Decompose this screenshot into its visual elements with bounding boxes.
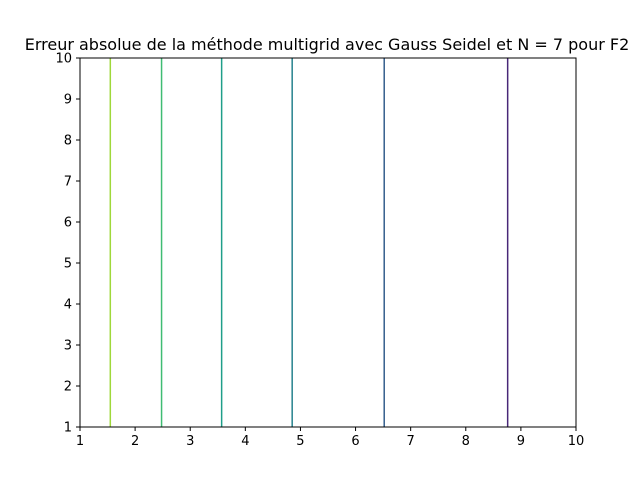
y-tick-label: 9 — [64, 93, 72, 108]
y-axis: 1 2 3 4 5 6 7 8 9 10 — [55, 52, 80, 436]
y-tick-label: 4 — [64, 298, 72, 313]
y-tick-label: 8 — [64, 134, 72, 149]
y-tick-label: 5 — [64, 257, 72, 272]
x-tick-label: 5 — [296, 434, 304, 449]
y-tick-label: 6 — [64, 216, 72, 231]
series-layer — [109, 58, 509, 427]
y-tick-label: 10 — [55, 52, 72, 67]
x-tick-label: 3 — [186, 434, 194, 449]
x-tick-label: 10 — [568, 434, 585, 449]
axes-frame — [79, 57, 577, 428]
y-tick-label: 1 — [64, 421, 72, 436]
x-tick-label: 9 — [517, 434, 525, 449]
x-axis: 1 2 3 4 5 6 7 8 9 10 — [76, 427, 584, 449]
y-tick-label: 2 — [64, 380, 72, 395]
x-tick-label: 7 — [407, 434, 415, 449]
x-tick-label: 2 — [131, 434, 139, 449]
y-tick-label: 7 — [64, 175, 72, 190]
y-tick-label: 3 — [64, 339, 72, 354]
x-tick-label: 1 — [76, 434, 84, 449]
x-tick-label: 8 — [462, 434, 470, 449]
x-tick-label: 4 — [241, 434, 249, 449]
chart-title: Erreur absolue de la méthode multigrid a… — [25, 35, 630, 54]
x-tick-label: 6 — [351, 434, 359, 449]
